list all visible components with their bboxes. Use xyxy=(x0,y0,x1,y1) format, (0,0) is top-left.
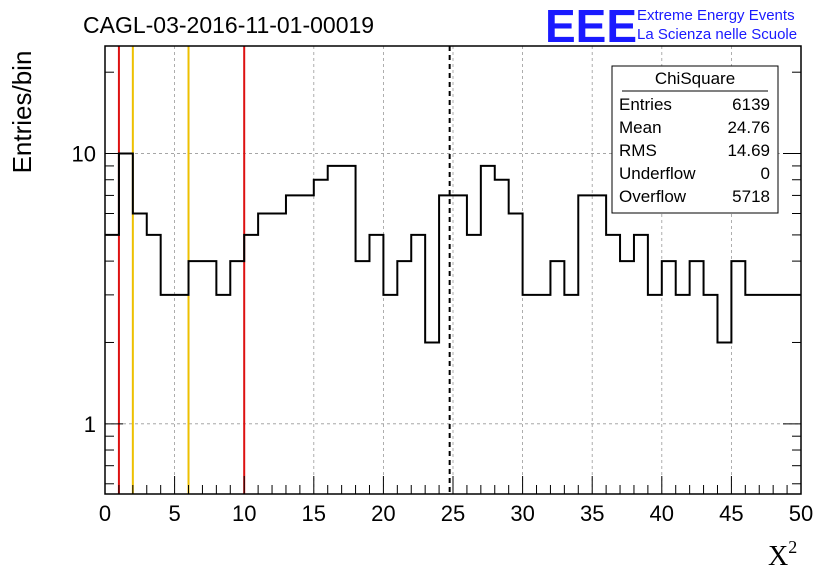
stats-value: 24.76 xyxy=(727,118,770,137)
x-tick-label: 10 xyxy=(232,501,256,526)
x-tick-label: 20 xyxy=(371,501,395,526)
chart-title: CAGL-03-2016-11-01-00019 xyxy=(83,12,374,38)
histogram xyxy=(105,152,801,344)
logo-line2: La Scienza nelle Scuole xyxy=(637,26,797,43)
x-tick-label: 0 xyxy=(99,501,111,526)
histogram-outline xyxy=(105,152,801,344)
stats-label: Mean xyxy=(619,118,662,137)
marker-lines xyxy=(117,46,451,494)
stats-value: 14.69 xyxy=(727,141,770,160)
stats-label: Overflow xyxy=(619,187,687,206)
stats-value: 0 xyxy=(761,164,770,183)
stats-label: Entries xyxy=(619,95,672,114)
x-tick-label: 5 xyxy=(168,501,180,526)
axis-ticks: 1 10 0 5 10 15 20 25 30 35 40 45 50 xyxy=(72,71,813,526)
eee-logo: EEE Extreme Energy Events La Scienza nel… xyxy=(545,0,797,52)
stats-box: ChiSquare Entries 6139 Mean 24.76 RMS 14.69 Und… xyxy=(611,65,779,214)
stats-header: ChiSquare xyxy=(655,69,735,88)
x-tick-label: 50 xyxy=(789,501,813,526)
x-axis-label: X2 xyxy=(768,537,797,572)
logo-mark: EEE xyxy=(545,0,637,52)
y-axis-label: Entries/bin xyxy=(7,51,37,174)
stats-value: 6139 xyxy=(732,95,770,114)
logo-line1: Extreme Energy Events xyxy=(637,7,795,24)
stats-label: Underflow xyxy=(619,164,696,183)
y-tick-label: 10 xyxy=(72,142,96,167)
x-tick-label: 15 xyxy=(302,501,326,526)
x-axis-label-superscript: 2 xyxy=(788,537,797,557)
x-tick-label: 35 xyxy=(580,501,604,526)
x-tick-label: 25 xyxy=(441,501,465,526)
y-tick-label: 1 xyxy=(84,412,96,437)
x-tick-label: 45 xyxy=(719,501,743,526)
x-tick-label: 40 xyxy=(650,501,674,526)
x-axis-label-base: X xyxy=(768,541,788,572)
stats-value: 5718 xyxy=(732,187,770,206)
x-tick-label: 30 xyxy=(510,501,534,526)
stats-label: RMS xyxy=(619,141,657,160)
